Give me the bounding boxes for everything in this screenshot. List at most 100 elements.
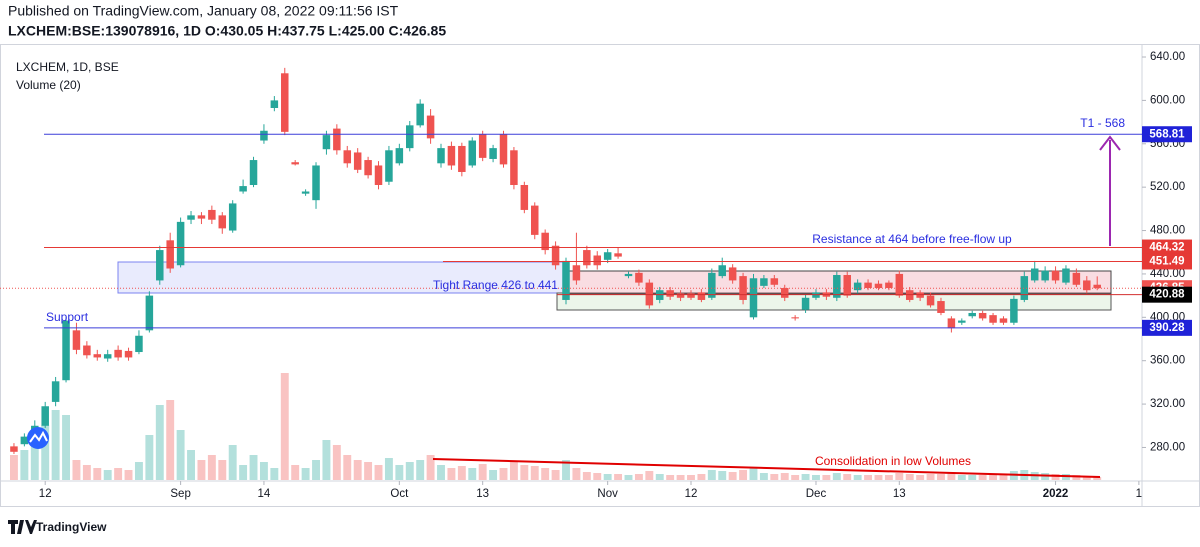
candle-body bbox=[291, 162, 299, 165]
candle-body bbox=[541, 232, 549, 251]
candle-body bbox=[864, 282, 872, 289]
volume-bar bbox=[509, 462, 518, 480]
candle-body bbox=[947, 318, 956, 329]
candle-body bbox=[562, 260, 570, 300]
candle-body bbox=[249, 160, 258, 185]
x-tick-label: Dec bbox=[806, 488, 827, 500]
candle-body bbox=[343, 150, 352, 164]
candle-body bbox=[739, 276, 747, 300]
candle-body bbox=[20, 436, 29, 445]
candle-body bbox=[187, 215, 195, 220]
volume-bar bbox=[1082, 476, 1091, 480]
volume-bar bbox=[228, 445, 237, 480]
candle-body bbox=[301, 191, 310, 194]
candle-body bbox=[208, 209, 216, 220]
volume-bar bbox=[947, 472, 956, 480]
candle-body bbox=[62, 320, 70, 381]
brand: TradingView bbox=[8, 520, 107, 534]
symbol-line: LXCHEM:BSE:139078916, 1D O:430.05 H:437.… bbox=[8, 23, 446, 39]
volume-bar bbox=[437, 465, 445, 480]
candle-body bbox=[989, 315, 997, 323]
volume-bar bbox=[1072, 475, 1081, 480]
candle-body bbox=[551, 245, 560, 266]
candle-body bbox=[645, 282, 654, 306]
y-tick-label: 520.00 bbox=[1150, 181, 1185, 193]
volume-bar bbox=[374, 465, 383, 480]
candle-body bbox=[239, 186, 247, 192]
volume-bar bbox=[207, 455, 216, 480]
volume-bar bbox=[603, 474, 612, 480]
volume-bar bbox=[426, 455, 435, 480]
candle-body bbox=[114, 349, 122, 358]
volume-bar bbox=[103, 470, 112, 480]
candle-body bbox=[583, 250, 591, 266]
candle-body bbox=[41, 406, 49, 426]
volume-bar bbox=[145, 435, 154, 480]
candle-body bbox=[572, 265, 581, 281]
volume-bar bbox=[791, 475, 800, 480]
candle-body bbox=[853, 282, 862, 291]
x-tick-label: 12 bbox=[39, 488, 52, 500]
volume-bar bbox=[499, 468, 508, 480]
brand-logo bbox=[8, 520, 37, 534]
volume-bar bbox=[718, 471, 727, 480]
volume-bar bbox=[707, 470, 716, 480]
y-tick-label: 480.00 bbox=[1150, 225, 1185, 237]
x-tick-label: 13 bbox=[476, 488, 489, 500]
candle-body bbox=[468, 140, 477, 166]
volume-bar bbox=[999, 475, 1008, 480]
y-tick-label: 360.00 bbox=[1150, 355, 1185, 367]
candle-body bbox=[197, 215, 206, 219]
volume-bar bbox=[759, 473, 768, 480]
volume-bar bbox=[20, 450, 29, 480]
volume-trend-line bbox=[432, 458, 1101, 478]
candle-body bbox=[801, 297, 810, 310]
candle-body bbox=[458, 145, 466, 172]
y-tick-label: 320.00 bbox=[1150, 398, 1185, 410]
candle-body bbox=[635, 272, 643, 283]
volume-bar bbox=[82, 465, 91, 480]
candle-body bbox=[260, 130, 268, 141]
candle-body bbox=[270, 100, 279, 108]
candle-body bbox=[926, 295, 935, 306]
candle-body bbox=[770, 278, 779, 285]
volume-bar bbox=[572, 468, 581, 480]
candle-body bbox=[156, 250, 164, 281]
annotation: Tight Range 426 to 441 bbox=[433, 278, 558, 292]
volume-bar bbox=[749, 468, 758, 480]
volume-bar bbox=[593, 473, 602, 480]
volume-bar bbox=[30, 440, 39, 480]
candle-body bbox=[968, 312, 976, 317]
y-tick-label: 600.00 bbox=[1150, 94, 1185, 106]
candle-body bbox=[447, 145, 456, 166]
candle-body bbox=[676, 293, 685, 298]
candle-body bbox=[1010, 298, 1018, 323]
candle-body bbox=[780, 288, 789, 298]
volume-bar bbox=[832, 473, 841, 480]
candle-body bbox=[135, 335, 143, 353]
candle-body bbox=[406, 125, 414, 149]
candle-body bbox=[1051, 270, 1060, 281]
candle-body bbox=[499, 134, 508, 165]
candle-body bbox=[874, 283, 883, 289]
volume-bar bbox=[895, 473, 904, 480]
volume-bar bbox=[687, 475, 695, 480]
candle-body bbox=[749, 278, 758, 318]
candle-body bbox=[51, 381, 60, 402]
level-label-bg bbox=[1142, 126, 1192, 143]
candle-body bbox=[385, 150, 393, 182]
volume-bar bbox=[905, 474, 914, 480]
annotation: T1 - 568 bbox=[1080, 116, 1125, 130]
candle-body bbox=[416, 103, 424, 126]
volume-bar bbox=[187, 450, 195, 480]
volume-bar bbox=[864, 475, 873, 480]
candle-body bbox=[1093, 284, 1101, 289]
candle-body bbox=[364, 160, 372, 176]
published-line: Published on TradingView.com, January 08… bbox=[8, 3, 399, 19]
candle-body bbox=[843, 275, 851, 296]
candle-body bbox=[145, 295, 154, 331]
level-label: 451.49 bbox=[1149, 255, 1184, 267]
candle-body bbox=[395, 148, 404, 164]
candle-body bbox=[353, 152, 362, 170]
brand-name: TradingView bbox=[36, 520, 107, 534]
